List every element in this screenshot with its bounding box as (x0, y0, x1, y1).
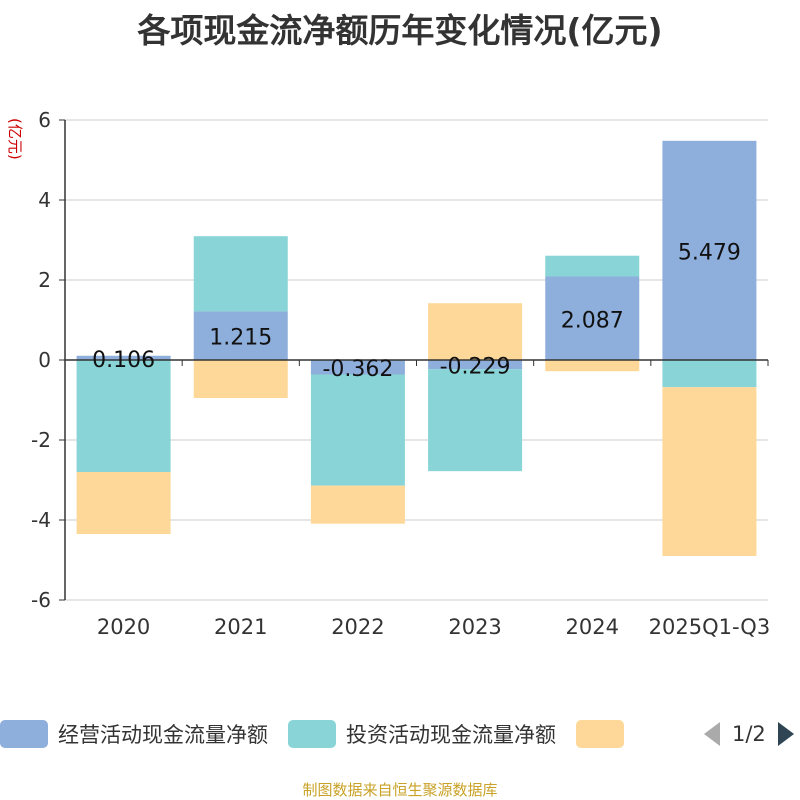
triangle-left-icon[interactable] (702, 720, 722, 748)
bar-operating[interactable] (428, 360, 523, 370)
legend-pager: 1/2 (702, 716, 796, 752)
legend-swatch-investing (288, 720, 336, 748)
legend-page-indicator: 1/2 (732, 722, 766, 746)
x-tick-label: 2025Q1-Q3 (649, 615, 771, 639)
data-label: -0.229 (440, 355, 511, 380)
triangle-right-icon[interactable] (776, 720, 796, 748)
bar-investing[interactable] (76, 360, 171, 472)
y-tick-label: 0 (38, 348, 51, 372)
data-label: 5.479 (678, 240, 741, 265)
bar-financing[interactable] (193, 360, 288, 398)
bar-investing[interactable] (310, 374, 405, 486)
source-note: 制图数据来自恒生聚源数据库 (302, 781, 498, 799)
y-tick-label: 2 (38, 268, 51, 292)
bar-financing[interactable] (545, 360, 640, 372)
bar-operating[interactable] (545, 276, 640, 360)
bar-operating[interactable] (193, 311, 288, 360)
x-tick-label: 2023 (448, 615, 501, 639)
legend-label-investing: 投资活动现金流量净额 (346, 723, 556, 747)
x-tick-label: 2021 (214, 615, 267, 639)
data-label: 0.106 (92, 348, 155, 373)
legend-item-financing[interactable] (576, 720, 634, 748)
y-tick-label: -4 (31, 508, 51, 532)
legend-item-operating[interactable]: 经营活动现金流量净额 (0, 719, 268, 749)
x-tick-label: 2022 (331, 615, 384, 639)
data-label: 2.087 (561, 308, 624, 333)
y-tick-label: 4 (38, 188, 51, 212)
bar-investing[interactable] (662, 360, 757, 388)
bar-financing[interactable] (662, 387, 757, 556)
y-tick-label: 6 (38, 108, 51, 132)
legend-label-operating: 经营活动现金流量净额 (58, 723, 268, 747)
bar-investing[interactable] (193, 236, 288, 312)
y-tick-label: -6 (31, 588, 51, 612)
x-tick-label: 2024 (566, 615, 619, 639)
data-label: -0.362 (322, 357, 393, 382)
chart-title: 各项现金流净额历年变化情况(亿元) (137, 11, 663, 50)
bar-investing[interactable] (545, 255, 640, 277)
legend: 经营活动现金流量净额 投资活动现金流量净额 (0, 716, 654, 752)
bar-operating[interactable] (662, 140, 757, 360)
bar-investing[interactable] (428, 369, 523, 472)
x-tick-label: 2020 (97, 615, 150, 639)
bar-financing[interactable] (428, 303, 523, 360)
legend-swatch-operating (0, 720, 48, 748)
bar-financing[interactable] (310, 485, 405, 524)
data-label: 1.215 (209, 326, 272, 351)
legend-item-investing[interactable]: 投资活动现金流量净额 (288, 719, 556, 749)
y-axis-label: (亿元) (6, 118, 24, 160)
bar-operating[interactable] (310, 360, 405, 375)
bar-financing[interactable] (76, 472, 171, 534)
y-tick-label: -2 (31, 428, 51, 452)
bar-operating[interactable] (76, 355, 171, 360)
legend-swatch-financing (576, 720, 624, 748)
chart-plot: -6 -4 -2 0 2 4 6 (亿元) 2020 2021 2022 2023 2024 2025Q1… (6, 108, 771, 639)
